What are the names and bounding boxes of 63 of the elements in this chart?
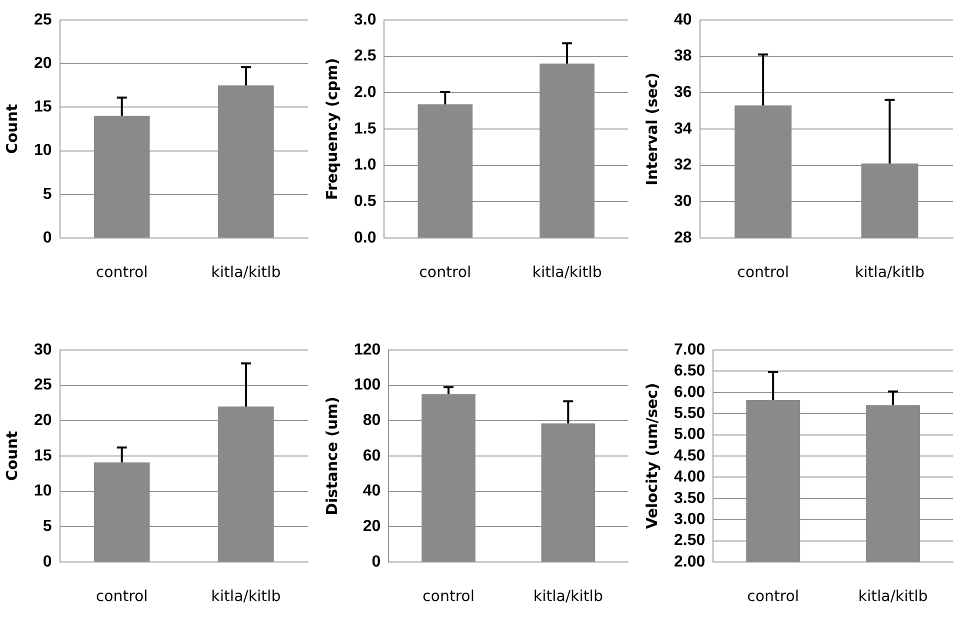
y-tick-label: 36	[674, 84, 692, 102]
x-tick-label: kitla/kitlb	[532, 262, 602, 281]
y-tick-label: 5	[42, 186, 52, 203]
y-tick-label: 15	[34, 98, 52, 116]
y-tick-label: 25	[34, 376, 52, 394]
y-tick-label: 40	[674, 11, 692, 28]
y-tick-label: 0	[372, 553, 381, 570]
y-tick-label: 10	[34, 142, 52, 160]
x-tick-label: control	[96, 262, 148, 281]
y-tick-label: 2.00	[674, 553, 706, 570]
x-tick-label: control	[419, 262, 472, 281]
x-tick-label: kitla/kitlb	[858, 586, 928, 605]
y-tick-label: 32	[674, 156, 692, 174]
y-tick-label: 3.00	[674, 511, 706, 528]
x-tick-label: kitla/kitlb	[211, 262, 281, 281]
y-axis-title: Velocity (um/sec)	[642, 382, 661, 530]
y-tick-label: 2.0	[354, 84, 376, 102]
y-tick-label: 60	[362, 447, 381, 464]
y-tick-label: 80	[362, 412, 381, 430]
y-tick-label: 34	[674, 120, 692, 138]
y-tick-label: 40	[362, 482, 381, 500]
y-tick-label: 100	[354, 376, 381, 394]
y-tick-label: 5.00	[674, 426, 706, 444]
y-tick-label: 4.00	[674, 468, 706, 486]
y-tick-label: 0	[42, 229, 52, 246]
x-tick-label: control	[96, 586, 148, 605]
y-tick-label: 5.50	[674, 405, 706, 422]
y-tick-label: 25	[34, 11, 52, 28]
y-tick-label: 120	[354, 341, 381, 358]
y-tick-label: 3.50	[674, 490, 706, 507]
y-axis-title: Interval (sec)	[642, 72, 661, 186]
x-tick-label: kitla/kitlb	[533, 586, 603, 605]
y-tick-label: 20	[362, 518, 381, 536]
y-tick-label: 5	[42, 518, 52, 536]
y-tick-label: 1.0	[354, 156, 376, 174]
y-axis-title: Count	[2, 104, 21, 154]
y-axis-title: Count	[2, 431, 21, 481]
y-axis-title: Distance (um)	[322, 396, 341, 516]
y-tick-label: 28	[674, 229, 692, 246]
y-tick-label: 2.50	[674, 532, 706, 550]
y-axis-title: Frequency (cpm)	[322, 58, 341, 200]
y-tick-label: 6.00	[674, 384, 706, 401]
y-tick-label: 0.5	[354, 193, 376, 210]
x-tick-label: control	[747, 586, 800, 605]
x-tick-label: control	[737, 262, 790, 281]
y-tick-label: 30	[674, 193, 692, 210]
y-tick-label: 30	[34, 341, 52, 358]
y-tick-label: 0	[42, 553, 52, 570]
y-tick-label: 4.50	[674, 447, 706, 464]
y-tick-label: 6.50	[674, 362, 706, 380]
y-tick-label: 7.00	[674, 341, 706, 358]
y-tick-label: 2.5	[354, 48, 376, 65]
y-tick-label: 38	[674, 48, 692, 65]
x-tick-label: kitla/kitlb	[211, 586, 281, 605]
y-tick-label: 0.0	[354, 229, 376, 246]
y-tick-label: 3.0	[354, 11, 376, 28]
y-tick-label: 20	[34, 412, 52, 430]
y-tick-label: 1.5	[354, 120, 376, 138]
y-tick-label: 20	[34, 55, 52, 72]
x-tick-label: control	[422, 586, 475, 605]
y-tick-label: 10	[34, 482, 52, 500]
x-tick-label: kitla/kitlb	[854, 262, 924, 281]
y-tick-label: 15	[34, 447, 52, 464]
